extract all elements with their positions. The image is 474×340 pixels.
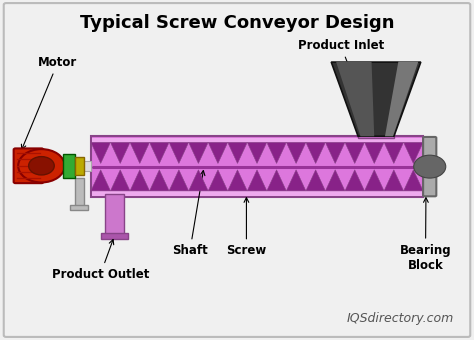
Polygon shape	[403, 142, 423, 164]
Polygon shape	[130, 142, 149, 164]
FancyBboxPatch shape	[423, 137, 437, 196]
Polygon shape	[267, 170, 286, 191]
FancyBboxPatch shape	[75, 157, 83, 175]
Polygon shape	[326, 170, 345, 191]
Text: Motor: Motor	[21, 55, 78, 149]
Text: IQSdirectory.com: IQSdirectory.com	[346, 312, 454, 325]
Polygon shape	[365, 142, 384, 164]
Polygon shape	[345, 142, 365, 164]
Circle shape	[28, 157, 54, 175]
Text: Shaft: Shaft	[172, 171, 208, 257]
Text: Screw: Screw	[226, 198, 266, 257]
Text: Bearing
Block: Bearing Block	[400, 198, 451, 272]
Polygon shape	[189, 170, 208, 191]
Text: Product Outlet: Product Outlet	[52, 240, 149, 281]
Polygon shape	[189, 142, 208, 164]
Polygon shape	[228, 170, 247, 191]
Polygon shape	[345, 170, 365, 191]
Polygon shape	[403, 170, 423, 191]
Polygon shape	[208, 142, 228, 164]
Polygon shape	[384, 142, 403, 164]
Circle shape	[18, 149, 65, 183]
FancyBboxPatch shape	[101, 233, 128, 239]
Polygon shape	[169, 142, 189, 164]
Polygon shape	[286, 142, 306, 164]
Polygon shape	[149, 170, 169, 191]
FancyBboxPatch shape	[64, 154, 75, 178]
Polygon shape	[385, 62, 419, 136]
Polygon shape	[326, 142, 345, 164]
Text: Typical Screw Conveyor Design: Typical Screw Conveyor Design	[80, 14, 394, 32]
Text: Product Inlet: Product Inlet	[298, 39, 384, 133]
Polygon shape	[267, 142, 286, 164]
Polygon shape	[228, 142, 247, 164]
Polygon shape	[336, 62, 374, 136]
FancyBboxPatch shape	[4, 3, 470, 337]
FancyBboxPatch shape	[92, 190, 422, 195]
FancyBboxPatch shape	[70, 205, 88, 210]
FancyBboxPatch shape	[92, 138, 422, 144]
Polygon shape	[247, 170, 267, 191]
Polygon shape	[91, 142, 110, 164]
Polygon shape	[110, 170, 130, 191]
Polygon shape	[247, 142, 267, 164]
Polygon shape	[110, 142, 130, 164]
Polygon shape	[208, 170, 228, 191]
Circle shape	[414, 155, 446, 178]
FancyBboxPatch shape	[91, 136, 423, 197]
Polygon shape	[286, 170, 306, 191]
Polygon shape	[149, 142, 169, 164]
FancyBboxPatch shape	[75, 178, 83, 207]
Polygon shape	[331, 62, 421, 136]
Polygon shape	[306, 142, 326, 164]
FancyBboxPatch shape	[83, 161, 91, 170]
Polygon shape	[384, 170, 403, 191]
FancyBboxPatch shape	[105, 193, 124, 234]
Polygon shape	[169, 170, 189, 191]
Polygon shape	[306, 170, 326, 191]
Polygon shape	[365, 170, 384, 191]
FancyBboxPatch shape	[14, 149, 43, 183]
Polygon shape	[91, 170, 110, 191]
Polygon shape	[130, 170, 149, 191]
FancyBboxPatch shape	[358, 118, 394, 138]
